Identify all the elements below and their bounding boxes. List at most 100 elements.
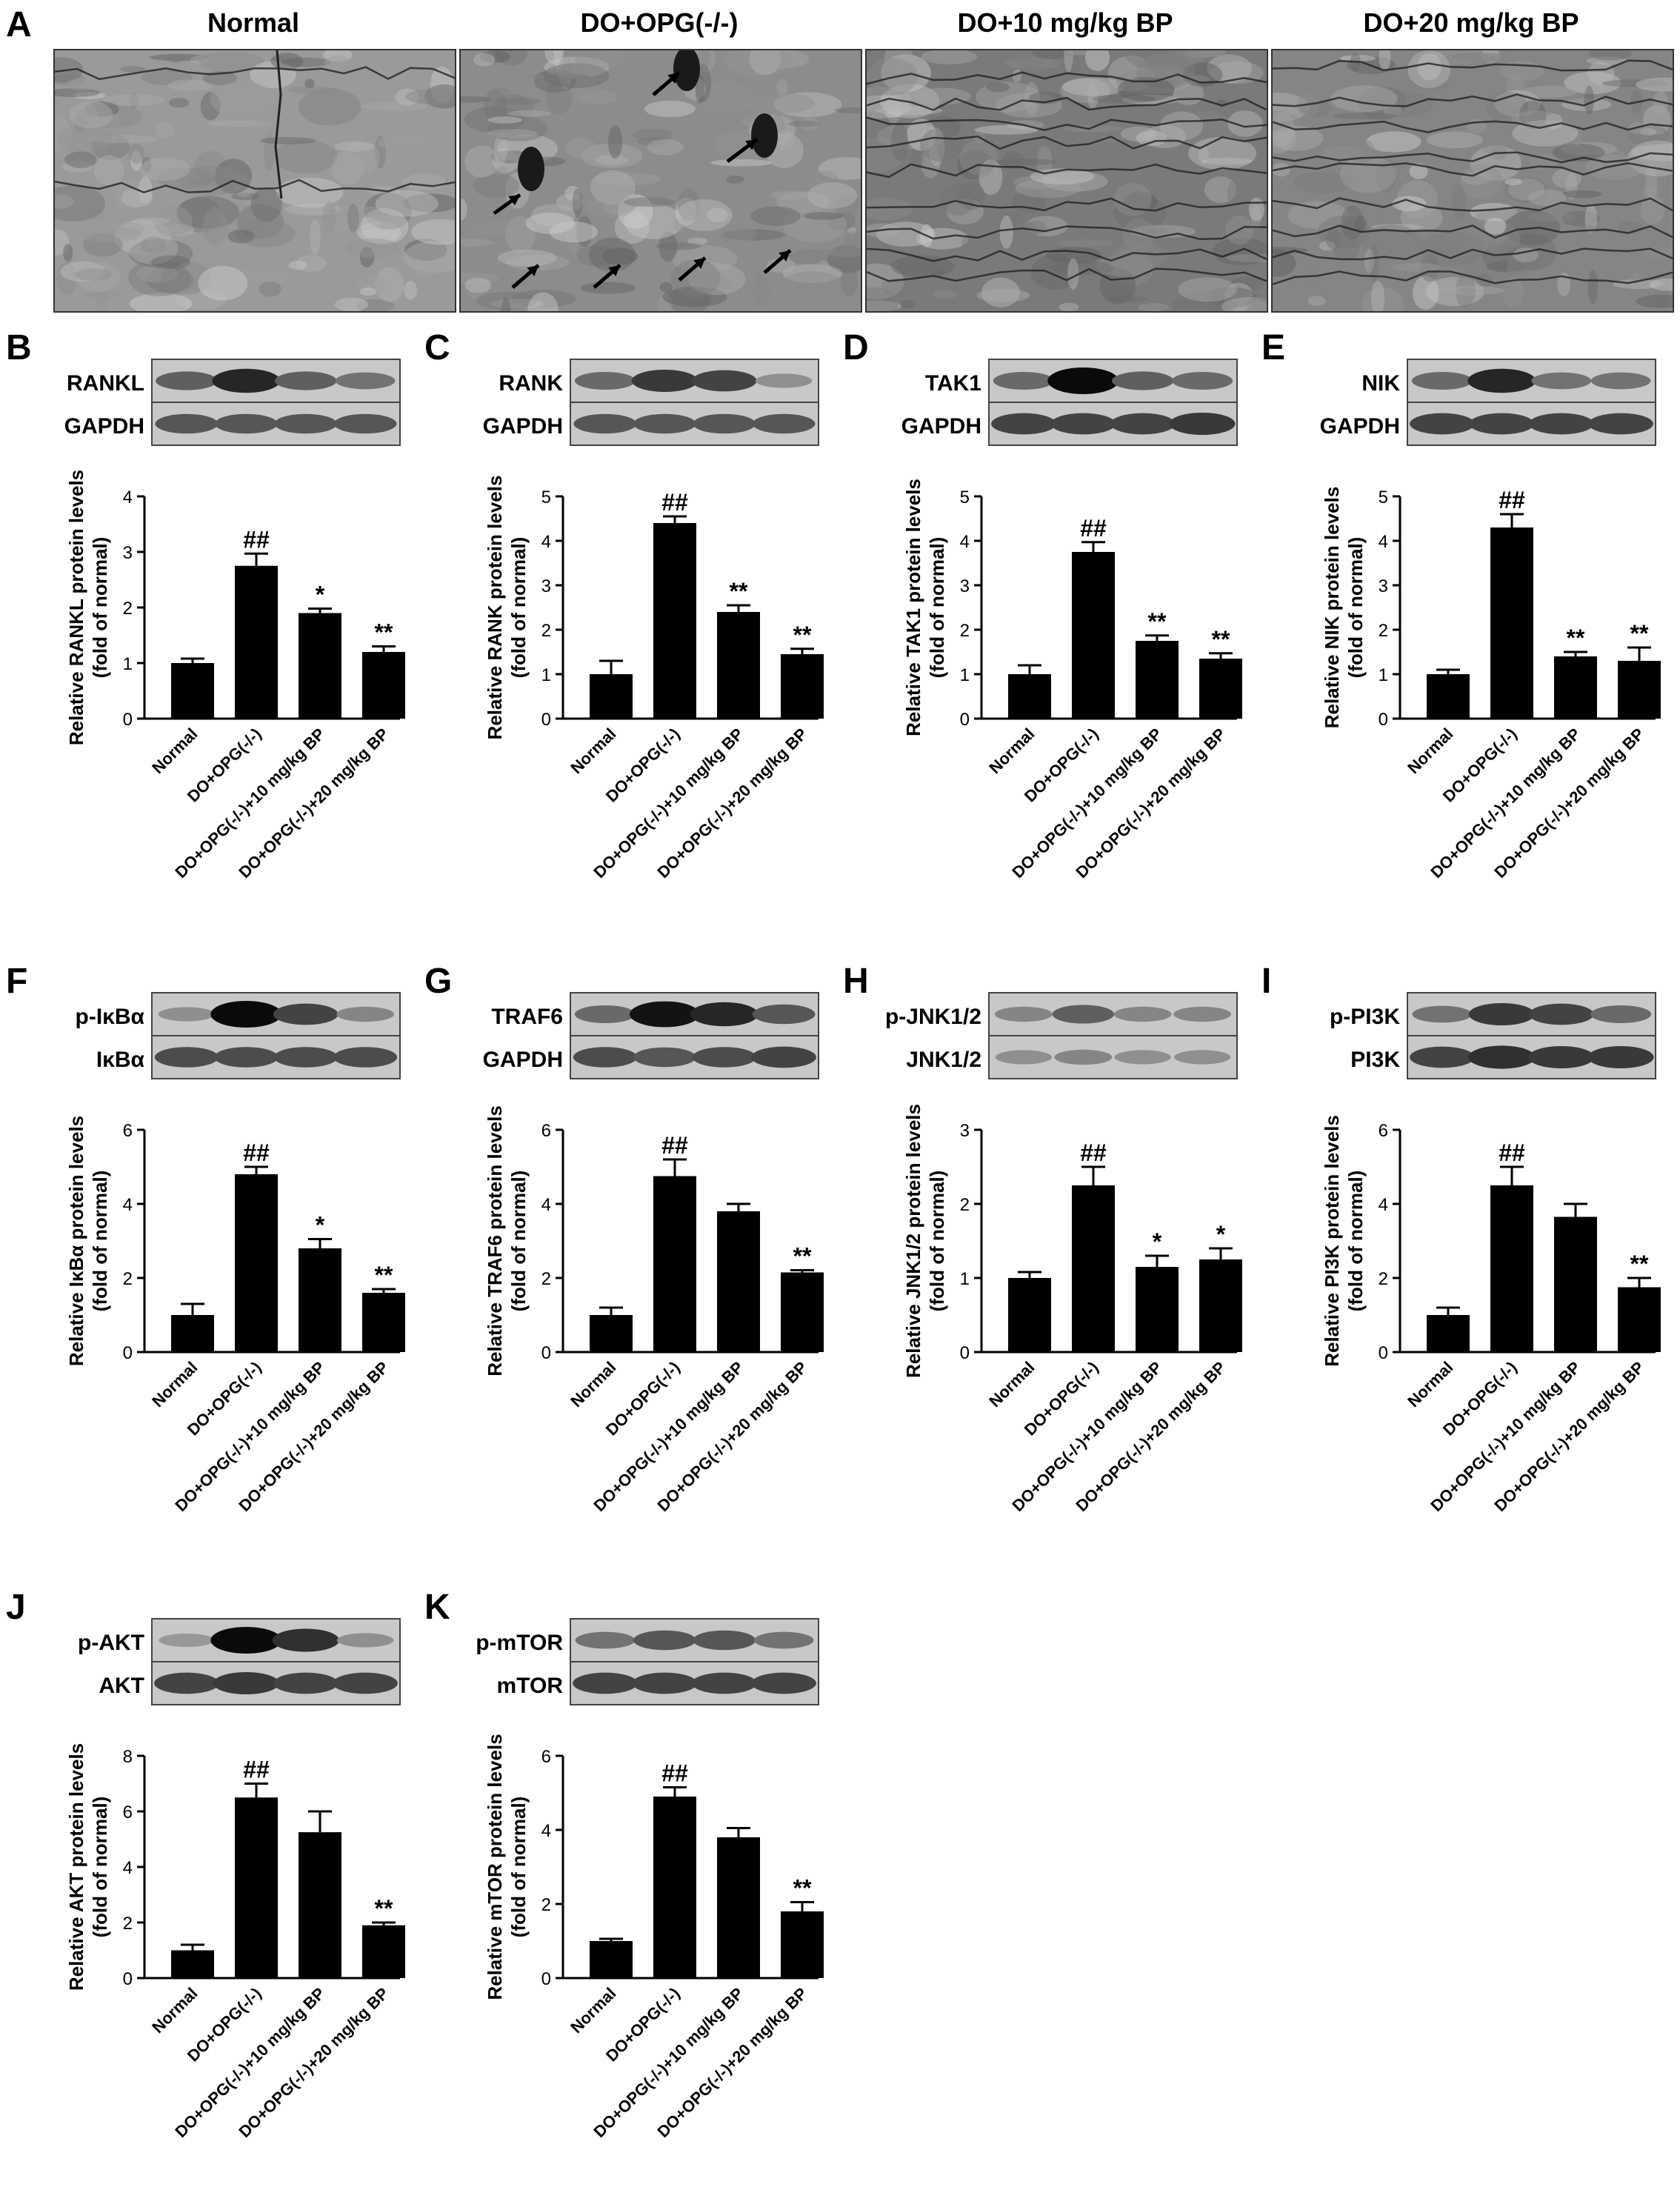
blot-label-bottom: JNK1/2 [906,1048,981,1072]
blot-band [573,1047,638,1068]
category-label: Normal [985,725,1038,777]
blot-band [751,1046,816,1068]
panel-i: Ip-PI3K PI3K 0 2 4 6 Relative PI3K protein lev… [1261,962,1661,1515]
panel-letter-h: H [843,962,869,1001]
blot-band [1468,1045,1536,1069]
panel-letter-d: D [843,328,869,367]
blot-band [274,413,338,434]
blot-label-top: TRAF6 [491,1005,563,1029]
blot-label-bottom: IκBα [96,1048,145,1072]
bar [781,1911,824,1978]
y-axis-label: Relative RANKL protein levels [65,470,87,745]
blot-label-top: p-AKT [78,1631,144,1655]
blot-band [212,368,281,393]
y-tick-label: 8 [123,1747,133,1767]
significance-mark: ## [243,1757,270,1783]
blot-band [1173,1050,1231,1065]
category-label: Normal [148,1984,201,2037]
blot-band [1172,372,1233,390]
blot-band [752,413,816,434]
blot-band [210,1627,282,1654]
panel-letter-k: K [424,1588,450,1627]
significance-mark: * [316,1212,325,1239]
bar [1008,674,1051,719]
y-axis-label: Relative mTOR protein levels [484,1734,506,2000]
sem-image-3 [865,49,1268,313]
blot-band [752,1004,816,1025]
bar [653,1797,696,1978]
y-tick-label: 2 [1379,621,1388,641]
blot-band [993,372,1054,390]
y-tick-label: 2 [960,1195,970,1215]
blot-band [633,1047,696,1068]
blot-band [1412,1005,1473,1023]
significance-mark: ## [243,1139,270,1166]
blot-band [336,1633,394,1648]
bar [590,1941,633,1978]
category-label: Normal [567,725,619,777]
y-tick-label: 3 [123,543,133,563]
category-label: Normal [148,1358,201,1411]
blot-band [273,1047,338,1068]
y-tick-label: 5 [541,487,551,507]
blot-band [1469,413,1535,435]
bar [1072,552,1115,719]
blot-band [213,1672,279,1694]
blot-band [693,413,756,434]
blot-band [1410,1046,1475,1068]
panel-c: C RANK GAPDH 0 1 2 3 4 5 Relative RANK protein le… [424,328,824,882]
bar [235,1174,278,1352]
y-tick-label: 4 [123,1195,133,1215]
y-tick-label: 0 [541,1343,551,1363]
blot-band [210,1001,282,1028]
blot-band [631,370,698,392]
blot-band [272,1628,339,1652]
y-tick-label: 1 [960,1269,970,1289]
y-axis-label-2: (fold of normal) [89,1171,111,1312]
bar [653,523,696,719]
significance-mark: ## [661,1760,688,1787]
significance-mark: * [316,582,325,608]
y-tick-label: 4 [541,532,551,552]
blot-band [154,1672,219,1694]
significance-mark: ** [793,622,812,648]
y-axis-label: Relative AKT protein levels [65,1743,87,1991]
y-tick-label: 5 [1379,487,1388,507]
panel-letter-a: A [6,5,32,44]
panel-letter-f: F [6,962,27,1001]
y-tick-label: 2 [123,599,133,619]
bar [1618,661,1661,719]
blot-label-top: NIK [1361,371,1400,396]
blot-band [1590,1005,1652,1023]
y-tick-label: 0 [541,1969,551,1989]
blot-band [1528,1046,1595,1068]
y-tick-label: 4 [1379,1195,1388,1215]
y-axis-label-2: (fold of normal) [507,1171,530,1312]
blot-band [630,1001,700,1028]
significance-mark: ## [243,526,270,553]
blot-label-top: RANK [499,371,563,396]
blot-band [574,372,636,390]
blot-band [991,413,1056,435]
blot-label-top: p-PI3K [1330,1005,1400,1029]
blot-band [573,413,637,434]
panel-d: D TAK1 GAPDH 0 1 2 3 4 5 Relative TAK1 protein le… [843,328,1242,882]
blot-band [214,413,278,434]
blot-label-bottom: GAPDH [483,414,563,439]
y-tick-label: 1 [1379,665,1388,685]
blot-band [1590,372,1651,390]
panel-b: B RANKL GAPDH 0 1 2 3 4 Relative RANKL protein l… [6,328,405,882]
bar [653,1176,696,1352]
sem-title-2: DO+OPG(-/-) [580,7,739,38]
y-tick-label: 6 [1379,1121,1388,1141]
blot-band [1531,372,1591,390]
bar [590,674,633,719]
blot-band [1114,1050,1171,1065]
significance-mark: ** [730,578,748,605]
blot-label-bottom: GAPDH [1320,414,1400,439]
y-axis-label-2: (fold of normal) [89,1797,111,1938]
y-axis-label: Relative RANK protein levels [484,476,506,740]
y-axis-label-2: (fold of normal) [507,1797,530,1938]
bar [717,1211,760,1352]
